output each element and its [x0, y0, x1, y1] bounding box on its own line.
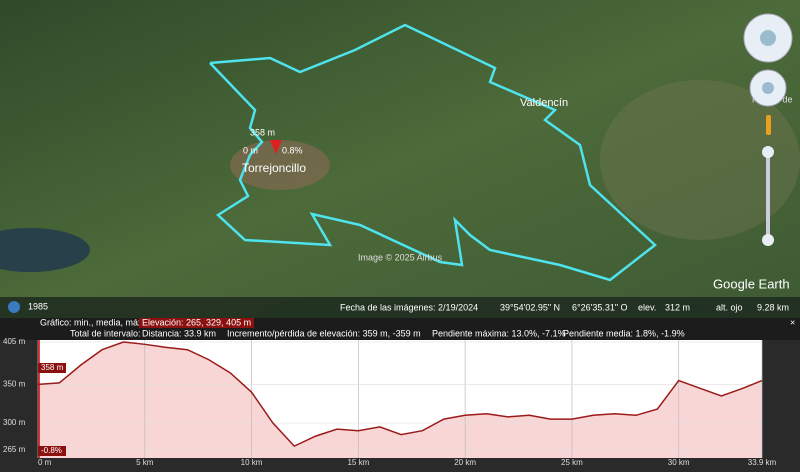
zoom-slider[interactable] — [766, 150, 770, 240]
cursor-marker — [270, 140, 282, 154]
stat: Total de intervalo: — [70, 328, 141, 338]
elevation-line — [37, 341, 763, 448]
street-view[interactable] — [766, 115, 771, 135]
x-tick-label: 0 m — [38, 458, 52, 467]
y-tick-label: 265 m — [3, 445, 26, 454]
stat: Pendiente máxima: 13.0%, -7.1% — [432, 328, 566, 338]
cursor-elevation: 358 m — [250, 127, 275, 137]
eye: 9.28 km — [757, 302, 789, 312]
stat: Elevación: 265, 329, 405 m — [142, 317, 251, 327]
stat: Gráfico: min., media, máx. — [40, 317, 145, 327]
cursor-distance: 0 m — [243, 145, 258, 155]
x-tick-label: 10 km — [241, 458, 263, 467]
y-tick-label: 300 m — [3, 418, 26, 427]
close-button[interactable]: × — [790, 317, 795, 327]
x-tick-label: 15 km — [347, 458, 369, 467]
status-bar — [0, 297, 800, 318]
route — [209, 23, 657, 282]
x-tick-label: 5 km — [136, 458, 154, 467]
cursor-elevation: 358 m — [41, 363, 64, 372]
elev: 312 m — [665, 302, 690, 312]
history-icon[interactable] — [8, 301, 20, 313]
cursor-box — [38, 446, 66, 456]
stat: Incremento/pérdida de elevación: 359 m, … — [227, 328, 421, 338]
stat: Pendiente media: 1.8%, -1.9% — [563, 328, 685, 338]
stat-highlight — [139, 318, 254, 328]
x-tick-label: 30 km — [668, 458, 690, 467]
stat: Distancia: 33.9 km — [142, 328, 216, 338]
place-label: Valdencín — [520, 97, 568, 109]
look-center[interactable] — [760, 30, 776, 46]
y-tick-label: 350 m — [3, 380, 26, 389]
zoom-in[interactable] — [762, 146, 774, 158]
town-area — [230, 140, 330, 190]
zoom-out[interactable] — [762, 234, 774, 246]
longitude: 6°26'35.31" O — [572, 302, 628, 312]
x-tick-label: 25 km — [561, 458, 583, 467]
elev-label: elev. — [638, 302, 656, 312]
move-center[interactable] — [762, 82, 774, 94]
attribution: Image © 2025 Airbus — [358, 252, 443, 262]
y-tick-label: 405 m — [3, 337, 26, 346]
x-tick-label: 20 km — [454, 458, 476, 467]
cursor-box — [38, 363, 66, 373]
navigation-controls[interactable] — [743, 13, 793, 246]
place-label: Torrejoncillo — [242, 161, 306, 175]
fields — [600, 80, 800, 240]
x-tick-label: 33.9 km — [748, 458, 777, 467]
year: 1985 — [28, 301, 48, 311]
latitude: 39°54'02.95" N — [500, 302, 560, 312]
satellite-image — [0, 0, 800, 318]
elevation-area — [38, 342, 762, 458]
image-date: Fecha de las imágenes: 2/19/2024 — [340, 302, 478, 312]
eye-label: alt. ojo — [716, 302, 743, 312]
cursor-slope: -0.8% — [41, 446, 62, 455]
reservoir — [0, 228, 90, 272]
cursor-slope: 0.8% — [282, 145, 303, 155]
brand: Google Earth — [713, 276, 790, 291]
